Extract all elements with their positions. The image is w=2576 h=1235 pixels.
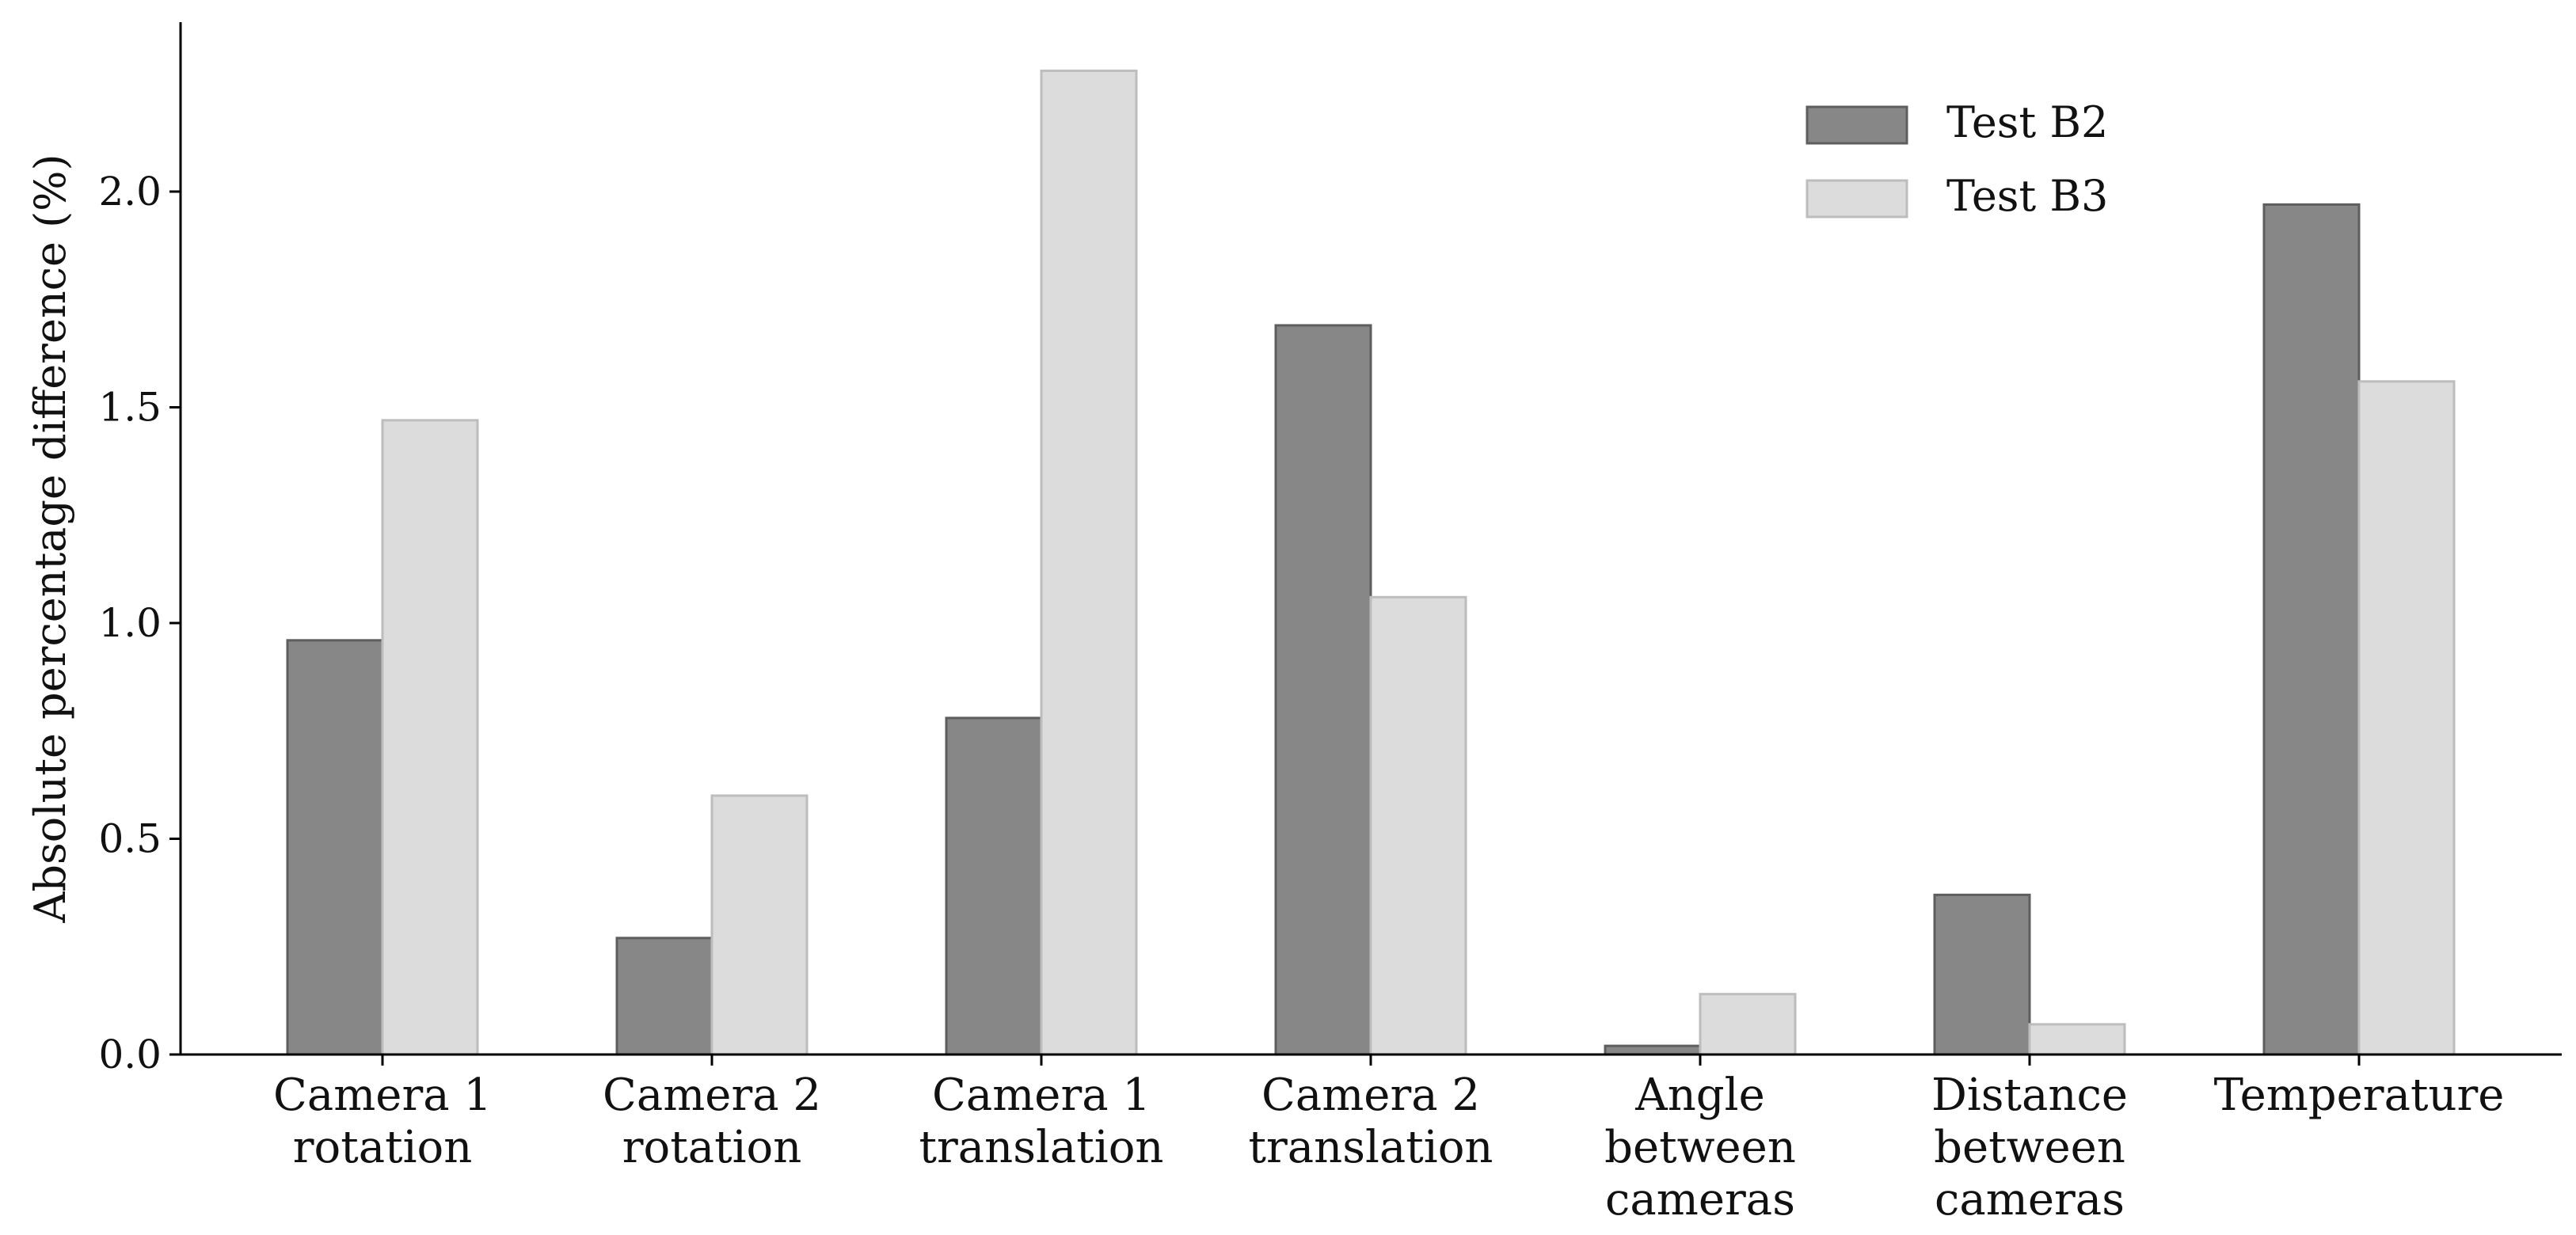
legend-label: Test B2 (1946, 97, 2108, 147)
legend-swatch (1805, 179, 1908, 218)
bar-test-b2-6 (2262, 203, 2361, 1056)
legend-swatch (1805, 105, 1908, 145)
y-tick-label: 1.0 (98, 600, 162, 646)
x-tick-label: Camera 1 translation (919, 1070, 1164, 1173)
x-axis: Camera 1 rotation Camera 2 rotation Camera 1… (181, 1053, 2562, 1226)
bar-test-b3-0 (381, 419, 479, 1056)
bars-group (286, 69, 2456, 1056)
y-tick-label: 2.0 (98, 169, 162, 215)
bar-test-b2-5 (1933, 893, 2031, 1056)
x-tick-label: Camera 2 rotation (603, 1070, 821, 1173)
y-tick-label: 1.5 (98, 385, 162, 431)
y-axis-title: Absolute percentage difference (%) (25, 154, 75, 923)
bar-test-b3-3 (1369, 595, 1467, 1056)
x-tick-label: Angle between cameras (1604, 1070, 1796, 1226)
bar-test-b3-5 (2028, 1023, 2126, 1056)
x-tick-label: Camera 2 translation (1249, 1070, 1493, 1173)
y-axis: 0.0 0.5 1.0 1.5 2.0 (98, 22, 182, 1077)
bar-test-b2-4 (1604, 1044, 1702, 1056)
x-tick-label: Temperature (2214, 1070, 2505, 1121)
bar-test-b2-0 (286, 639, 384, 1056)
y-tick-label: 0.0 (98, 1032, 162, 1077)
bar-test-b2-1 (615, 937, 713, 1056)
legend: Test B2 Test B3 (1805, 97, 2108, 221)
bar-test-b2-3 (1274, 324, 1372, 1056)
bar-test-b2-2 (945, 716, 1043, 1056)
bar-test-b3-6 (2357, 380, 2456, 1056)
x-tick-label: Distance between cameras (1931, 1070, 2128, 1226)
bar-test-b3-1 (710, 794, 809, 1056)
bar-test-b3-4 (1699, 993, 1797, 1056)
x-tick-label: Camera 1 rotation (273, 1070, 492, 1173)
bar-test-b3-2 (1040, 69, 1138, 1056)
legend-label: Test B3 (1946, 171, 2108, 221)
y-tick-label: 0.5 (98, 816, 162, 862)
